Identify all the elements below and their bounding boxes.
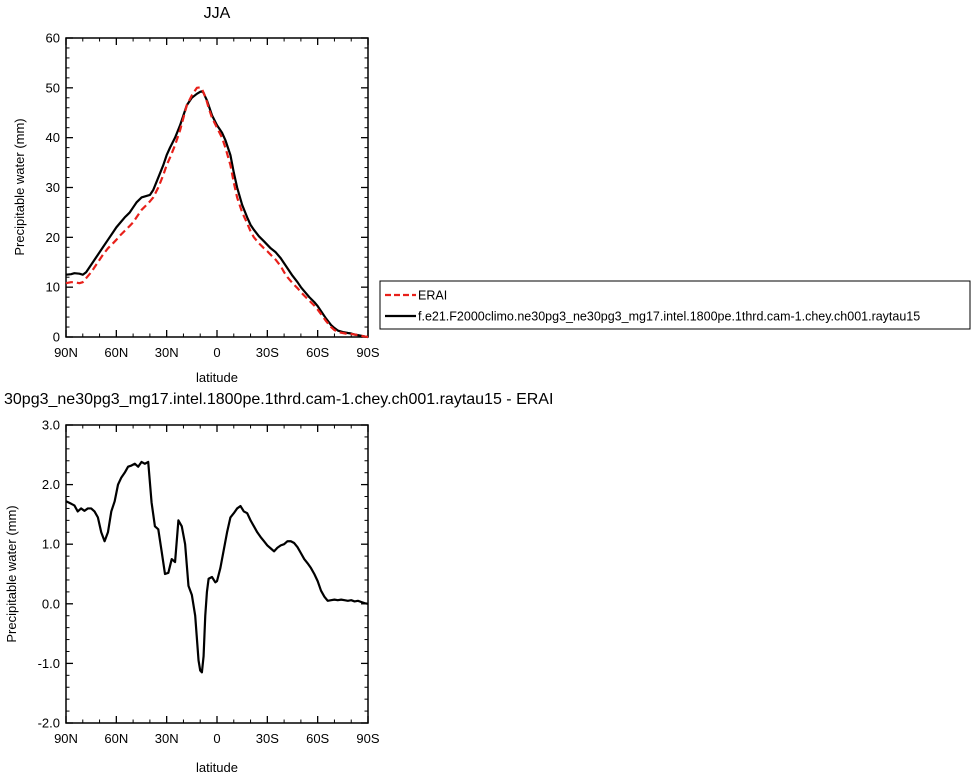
x-tick-label: 0 bbox=[213, 731, 220, 746]
x-tick-label: 90S bbox=[356, 731, 379, 746]
bottom-panel: 30pg3_ne30pg3_mg17.intel.1800pe.1thrd.ca… bbox=[4, 391, 553, 775]
y-tick-label: 60 bbox=[46, 31, 60, 46]
top-panel: JJA 0 10 20 30 40 50 60 90N 60N 30N 0 30S 60S 90S la… bbox=[12, 5, 380, 385]
y-tick-label: 0.0 bbox=[42, 596, 60, 611]
bottom-x-ticks: 90N 60N 30N 0 30S 60S 90S bbox=[54, 425, 380, 746]
x-tick-label: 30S bbox=[256, 345, 279, 360]
legend-box bbox=[379, 280, 971, 330]
legend: ERAI f.e21.F2000climo.ne30pg3_ne30pg3_mg… bbox=[379, 280, 971, 330]
x-tick-label: 60N bbox=[104, 731, 128, 746]
y-tick-label: 10 bbox=[46, 280, 60, 295]
y-tick-label: -2.0 bbox=[38, 716, 60, 731]
y-tick-label: 1.0 bbox=[42, 537, 60, 552]
model-series-line bbox=[65, 460, 369, 674]
erai-series-line bbox=[65, 86, 369, 339]
y-tick-label: 0 bbox=[53, 330, 60, 345]
bottom-y-axis-label: Precipitable water (mm) bbox=[4, 505, 19, 642]
y-tick-label: 20 bbox=[46, 230, 60, 245]
x-tick-label: 30N bbox=[155, 345, 179, 360]
x-tick-label: 90S bbox=[356, 345, 379, 360]
top-plot-frame bbox=[65, 37, 369, 338]
y-tick-label: 40 bbox=[46, 130, 60, 145]
x-tick-label: 30S bbox=[256, 731, 279, 746]
x-tick-label: 0 bbox=[213, 345, 220, 360]
model-series-line bbox=[65, 90, 369, 339]
bottom-series-lines bbox=[65, 460, 369, 674]
top-chart-title: JJA bbox=[204, 5, 231, 22]
x-tick-label: 90N bbox=[54, 345, 78, 360]
bottom-x-axis-label: latitude bbox=[196, 760, 238, 775]
legend-label-model: f.e21.F2000climo.ne30pg3_ne30pg3_mg17.in… bbox=[418, 310, 920, 324]
top-y-axis-label: Precipitable water (mm) bbox=[12, 118, 27, 255]
legend-label-erai: ERAI bbox=[418, 289, 447, 303]
top-series-lines bbox=[65, 86, 369, 339]
y-tick-label: 2.0 bbox=[42, 477, 60, 492]
x-tick-label: 90N bbox=[54, 731, 78, 746]
top-x-ticks: 90N 60N 30N 0 30S 60S 90S bbox=[54, 38, 380, 360]
top-x-axis-label: latitude bbox=[196, 370, 238, 385]
y-tick-label: 30 bbox=[46, 180, 60, 195]
bottom-plot-frame bbox=[65, 424, 369, 724]
x-tick-label: 60S bbox=[306, 345, 329, 360]
x-tick-label: 60S bbox=[306, 731, 329, 746]
y-tick-label: 3.0 bbox=[42, 418, 60, 433]
x-tick-label: 60N bbox=[104, 345, 128, 360]
y-tick-label: 50 bbox=[46, 80, 60, 95]
y-tick-label: -1.0 bbox=[38, 656, 60, 671]
bottom-chart-title: 30pg3_ne30pg3_mg17.intel.1800pe.1thrd.ca… bbox=[4, 391, 553, 408]
top-y-ticks: 0 10 20 30 40 50 60 bbox=[46, 31, 368, 345]
bottom-y-ticks: -2.0 -1.0 0.0 1.0 2.0 3.0 bbox=[38, 418, 368, 731]
x-tick-label: 30N bbox=[155, 731, 179, 746]
